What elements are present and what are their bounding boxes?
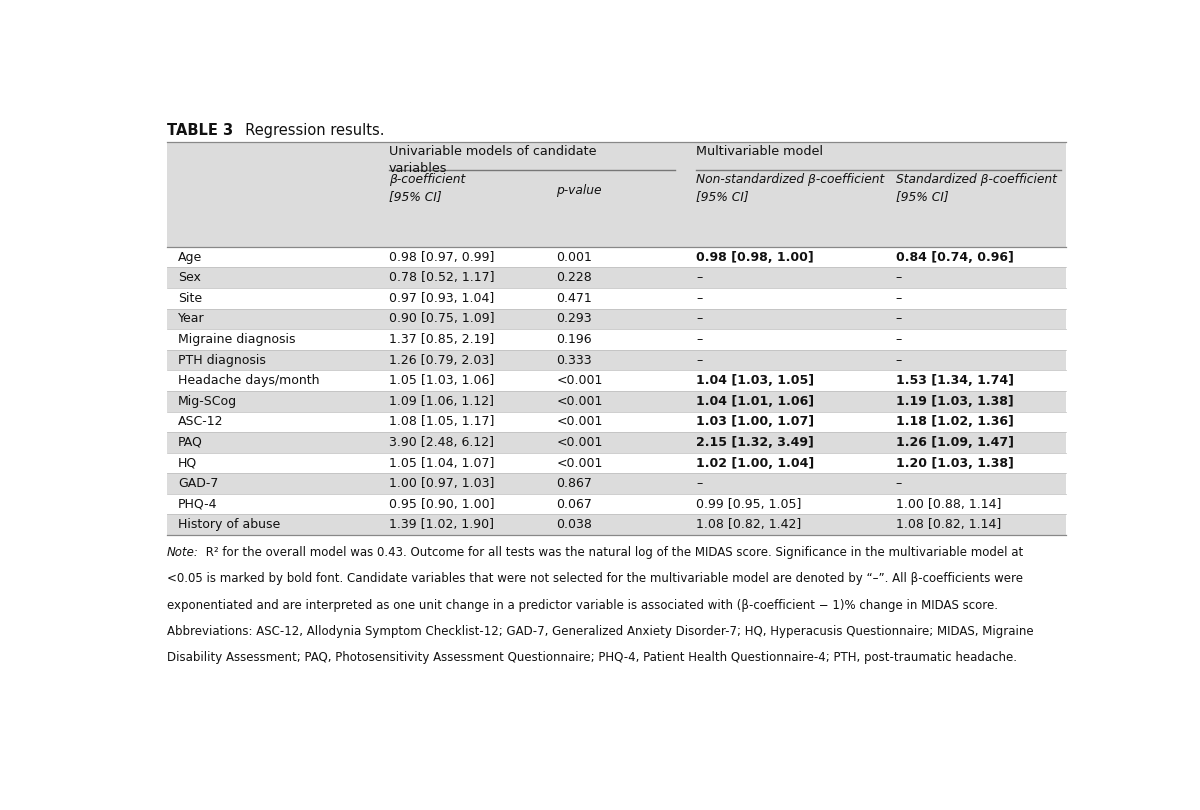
Text: Site: Site	[178, 292, 202, 305]
Text: Standardized β-coefficient
[95% CI]: Standardized β-coefficient [95% CI]	[896, 173, 1057, 203]
Text: Univariable models of candidate
variables: Univariable models of candidate variable…	[389, 145, 596, 175]
Text: GAD-7: GAD-7	[178, 477, 218, 490]
Bar	[167, 309, 1066, 329]
Text: 1.37 [0.85, 2.19]: 1.37 [0.85, 2.19]	[389, 333, 494, 346]
Text: TABLE 3: TABLE 3	[167, 123, 233, 139]
Bar	[167, 391, 1066, 411]
Text: 0.95 [0.90, 1.00]: 0.95 [0.90, 1.00]	[389, 497, 494, 510]
Text: 1.26 [0.79, 2.03]: 1.26 [0.79, 2.03]	[389, 354, 494, 367]
Text: –: –	[896, 271, 902, 284]
Bar	[167, 494, 1066, 514]
Bar	[167, 288, 1066, 309]
Text: 0.001: 0.001	[557, 250, 593, 264]
Text: PHQ-4: PHQ-4	[178, 497, 217, 510]
Text: History of abuse: History of abuse	[178, 518, 280, 531]
Text: 1.53 [1.34, 1.74]: 1.53 [1.34, 1.74]	[896, 374, 1014, 387]
Text: –: –	[896, 477, 902, 490]
Text: 1.08 [0.82, 1.42]: 1.08 [0.82, 1.42]	[696, 518, 802, 531]
Bar	[167, 370, 1066, 391]
Text: 0.90 [0.75, 1.09]: 0.90 [0.75, 1.09]	[389, 313, 494, 326]
Text: 0.99 [0.95, 1.05]: 0.99 [0.95, 1.05]	[696, 497, 802, 510]
Text: –: –	[896, 292, 902, 305]
Text: R² for the overall model was 0.43. Outcome for all tests was the natural log of : R² for the overall model was 0.43. Outco…	[202, 546, 1024, 559]
Text: –: –	[696, 292, 702, 305]
Text: 0.067: 0.067	[557, 497, 593, 510]
Text: –: –	[896, 333, 902, 346]
Text: 1.39 [1.02, 1.90]: 1.39 [1.02, 1.90]	[389, 518, 494, 531]
Text: <0.001: <0.001	[557, 394, 602, 407]
Text: Disability Assessment; PAQ, Photosensitivity Assessment Questionnaire; PHQ-4, Pa: Disability Assessment; PAQ, Photosensiti…	[167, 651, 1016, 664]
Text: 1.00 [0.97, 1.03]: 1.00 [0.97, 1.03]	[389, 477, 494, 490]
Text: <0.001: <0.001	[557, 374, 602, 387]
Text: Age: Age	[178, 250, 202, 264]
Text: –: –	[696, 313, 702, 326]
Text: PAQ: PAQ	[178, 436, 203, 449]
Text: –: –	[896, 354, 902, 367]
Text: –: –	[696, 354, 702, 367]
Text: 1.08 [0.82, 1.14]: 1.08 [0.82, 1.14]	[896, 518, 1001, 531]
Text: 1.19 [1.03, 1.38]: 1.19 [1.03, 1.38]	[896, 394, 1014, 407]
Bar	[167, 473, 1066, 494]
Text: 0.78 [0.52, 1.17]: 0.78 [0.52, 1.17]	[389, 271, 494, 284]
Text: 0.196: 0.196	[557, 333, 592, 346]
Text: 0.867: 0.867	[557, 477, 593, 490]
Text: Non-standardized β-coefficient
[95% CI]: Non-standardized β-coefficient [95% CI]	[696, 173, 884, 203]
Text: <0.001: <0.001	[557, 436, 602, 449]
Text: –: –	[896, 313, 902, 326]
Text: Multivariable model: Multivariable model	[696, 145, 823, 158]
Text: –: –	[696, 271, 702, 284]
Text: <0.05 is marked by bold font. Candidate variables that were not selected for the: <0.05 is marked by bold font. Candidate …	[167, 573, 1022, 586]
Text: Headache days/month: Headache days/month	[178, 374, 319, 387]
Text: Regression results.: Regression results.	[236, 123, 385, 139]
Text: 2.15 [1.32, 3.49]: 2.15 [1.32, 3.49]	[696, 436, 814, 449]
Text: 0.471: 0.471	[557, 292, 592, 305]
Text: 0.333: 0.333	[557, 354, 592, 367]
Text: Year: Year	[178, 313, 204, 326]
Text: –: –	[696, 333, 702, 346]
Text: 1.00 [0.88, 1.14]: 1.00 [0.88, 1.14]	[896, 497, 1001, 510]
Text: Note:: Note:	[167, 546, 199, 559]
Text: 1.05 [1.03, 1.06]: 1.05 [1.03, 1.06]	[389, 374, 494, 387]
Bar	[167, 514, 1066, 535]
Bar	[167, 267, 1066, 288]
Text: 1.20 [1.03, 1.38]: 1.20 [1.03, 1.38]	[896, 457, 1014, 470]
Text: 1.04 [1.01, 1.06]: 1.04 [1.01, 1.06]	[696, 394, 814, 407]
Text: 0.293: 0.293	[557, 313, 592, 326]
Bar	[167, 329, 1066, 350]
Text: 0.84 [0.74, 0.96]: 0.84 [0.74, 0.96]	[896, 250, 1014, 264]
Bar	[167, 247, 1066, 267]
Text: Migraine diagnosis: Migraine diagnosis	[178, 333, 295, 346]
Text: 1.05 [1.04, 1.07]: 1.05 [1.04, 1.07]	[389, 457, 494, 470]
Text: 1.08 [1.05, 1.17]: 1.08 [1.05, 1.17]	[389, 416, 494, 428]
Text: Mig-SCog: Mig-SCog	[178, 394, 238, 407]
Text: ASC-12: ASC-12	[178, 416, 223, 428]
Text: Sex: Sex	[178, 271, 200, 284]
Text: 3.90 [2.48, 6.12]: 3.90 [2.48, 6.12]	[389, 436, 494, 449]
Text: 0.98 [0.98, 1.00]: 0.98 [0.98, 1.00]	[696, 250, 814, 264]
Text: <0.001: <0.001	[557, 416, 602, 428]
Text: β-coefficient
[95% CI]: β-coefficient [95% CI]	[389, 173, 466, 203]
Text: 1.26 [1.09, 1.47]: 1.26 [1.09, 1.47]	[896, 436, 1014, 449]
Bar	[167, 350, 1066, 370]
Text: 1.03 [1.00, 1.07]: 1.03 [1.00, 1.07]	[696, 416, 814, 428]
Text: <0.001: <0.001	[557, 457, 602, 470]
Text: Abbreviations: ASC-12, Allodynia Symptom Checklist-12; GAD-7, Generalized Anxiet: Abbreviations: ASC-12, Allodynia Symptom…	[167, 625, 1033, 637]
Text: –: –	[696, 477, 702, 490]
Text: p-value: p-value	[557, 184, 602, 197]
Bar	[167, 432, 1066, 453]
Bar	[167, 142, 1066, 247]
Text: 1.02 [1.00, 1.04]: 1.02 [1.00, 1.04]	[696, 457, 814, 470]
Text: 1.18 [1.02, 1.36]: 1.18 [1.02, 1.36]	[896, 416, 1014, 428]
Text: 1.04 [1.03, 1.05]: 1.04 [1.03, 1.05]	[696, 374, 814, 387]
Text: 0.038: 0.038	[557, 518, 593, 531]
Text: PTH diagnosis: PTH diagnosis	[178, 354, 265, 367]
Text: HQ: HQ	[178, 457, 197, 470]
Text: 0.98 [0.97, 0.99]: 0.98 [0.97, 0.99]	[389, 250, 494, 264]
Text: 0.228: 0.228	[557, 271, 592, 284]
Text: 0.97 [0.93, 1.04]: 0.97 [0.93, 1.04]	[389, 292, 494, 305]
Bar	[167, 411, 1066, 432]
Text: 1.09 [1.06, 1.12]: 1.09 [1.06, 1.12]	[389, 394, 494, 407]
Bar	[167, 453, 1066, 473]
Text: exponentiated and are interpreted as one unit change in a predictor variable is : exponentiated and are interpreted as one…	[167, 599, 997, 612]
